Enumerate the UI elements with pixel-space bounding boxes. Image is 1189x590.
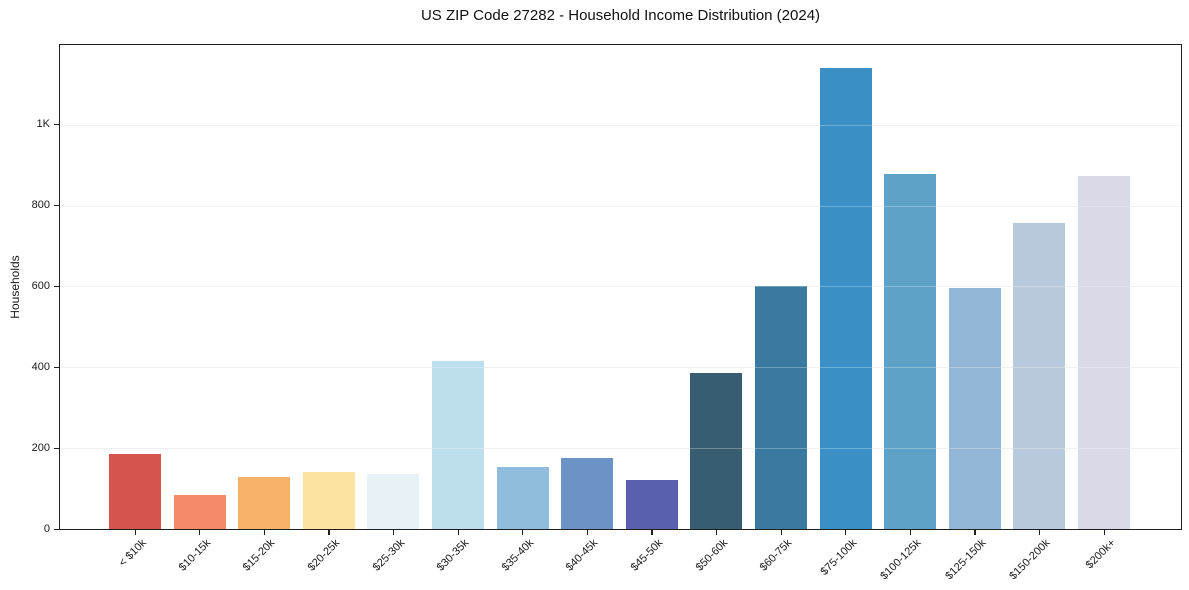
bar-$50-60k bbox=[690, 372, 743, 529]
bar-< $10k bbox=[109, 454, 161, 529]
gridline-overlay bbox=[60, 448, 1181, 450]
x-tick-mark bbox=[392, 529, 395, 535]
y-tick-mark bbox=[54, 124, 59, 126]
y-tick-mark bbox=[54, 285, 59, 288]
gridline bbox=[60, 286, 1181, 288]
x-tick-mark bbox=[1103, 529, 1105, 535]
chart-title: US ZIP Code 27282 - Household Income Dis… bbox=[420, 7, 821, 24]
x-tick-mark bbox=[845, 529, 847, 535]
bar-$25-30k bbox=[367, 473, 420, 529]
x-tick-mark bbox=[715, 529, 718, 535]
x-tick-mark bbox=[909, 529, 911, 535]
bar-$75-100k bbox=[819, 68, 872, 529]
bar-$200k+ bbox=[1078, 176, 1130, 529]
y-tick-label: 200 bbox=[31, 441, 50, 454]
gridline bbox=[60, 124, 1181, 126]
bar-$40-45k bbox=[561, 458, 614, 529]
y-tick-label: 0 bbox=[43, 522, 50, 535]
bar-$10-15k bbox=[173, 495, 226, 529]
x-tick-mark bbox=[780, 529, 782, 535]
bar-$60-75k bbox=[755, 285, 807, 529]
y-tick-label: 800 bbox=[31, 199, 50, 212]
bar-$100-125k bbox=[884, 174, 937, 529]
y-tick-mark bbox=[54, 447, 59, 449]
x-tick-mark bbox=[651, 529, 653, 535]
x-tick-mark bbox=[974, 529, 976, 535]
y-tick-mark bbox=[54, 205, 59, 207]
x-tick-mark bbox=[134, 529, 136, 535]
x-tick-mark bbox=[199, 529, 201, 535]
bar-$45-50k bbox=[625, 480, 678, 529]
bar-$20-25k bbox=[302, 471, 355, 529]
gridline bbox=[60, 448, 1181, 450]
x-tick-mark bbox=[457, 529, 459, 535]
plot-area bbox=[60, 45, 1181, 529]
y-tick-mark bbox=[54, 528, 59, 530]
gridline-overlay bbox=[60, 124, 1181, 126]
bar-$30-35k bbox=[432, 361, 484, 529]
bar-$150-200k bbox=[1013, 222, 1066, 529]
x-tick-mark bbox=[1038, 529, 1041, 535]
y-tick-label: 1K bbox=[36, 118, 50, 131]
gridline-overlay bbox=[60, 286, 1181, 288]
gridline-overlay bbox=[60, 205, 1181, 207]
y-tick-label: 600 bbox=[31, 279, 50, 292]
x-tick-mark bbox=[522, 529, 524, 535]
bar-$15-20k bbox=[238, 477, 291, 529]
y-tick-label: 400 bbox=[31, 360, 50, 373]
bar-$35-40k bbox=[496, 467, 549, 529]
x-tick-mark bbox=[586, 529, 588, 535]
bar-$125-150k bbox=[948, 288, 1001, 529]
gridline-overlay bbox=[60, 367, 1181, 369]
gridline bbox=[60, 367, 1181, 369]
gridline bbox=[60, 205, 1181, 207]
x-tick-mark bbox=[263, 529, 265, 535]
x-tick-mark bbox=[328, 529, 330, 535]
y-tick-mark bbox=[54, 366, 59, 369]
